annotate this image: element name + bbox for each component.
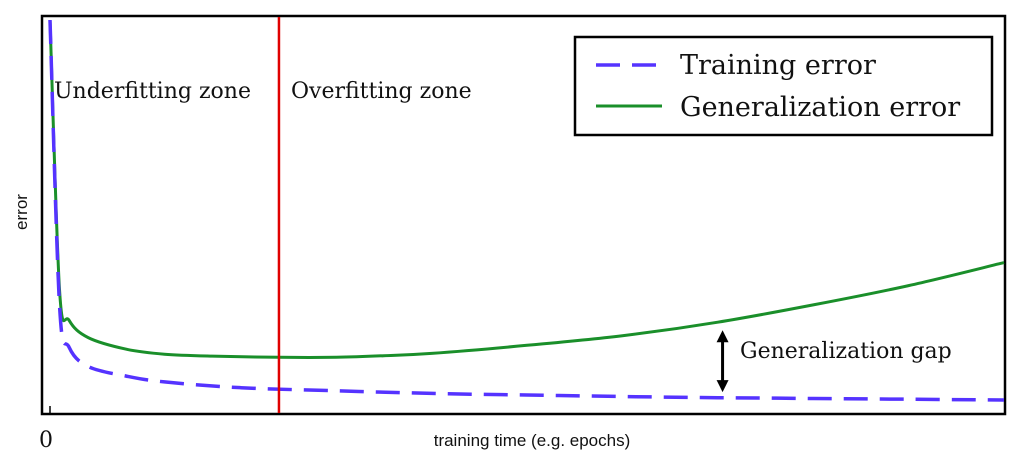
x-axis-label: training time (e.g. epochs) xyxy=(434,431,631,450)
gap-arrow-head-bottom xyxy=(716,380,729,393)
legend-label-training: Training error xyxy=(680,50,876,81)
legend-label-generalization: Generalization error xyxy=(680,92,960,123)
underfitting-zone-label: Underfitting zone xyxy=(54,79,251,104)
legend: Training error Generalization error xyxy=(573,35,994,137)
x-tick-label-0: 0 xyxy=(39,428,53,453)
y-axis-label: error xyxy=(12,194,31,230)
training-error-line xyxy=(48,19,1005,402)
gap-arrow-head-top xyxy=(716,330,729,343)
generalization-error-line xyxy=(48,19,1005,359)
generalization-gap-label: Generalization gap xyxy=(740,339,952,364)
generalization-gap-annotation: Generalization gap xyxy=(716,330,952,393)
legend-box xyxy=(573,35,994,137)
overfitting-zone-label: Overfitting zone xyxy=(291,79,472,104)
plot-frame xyxy=(40,14,1007,416)
